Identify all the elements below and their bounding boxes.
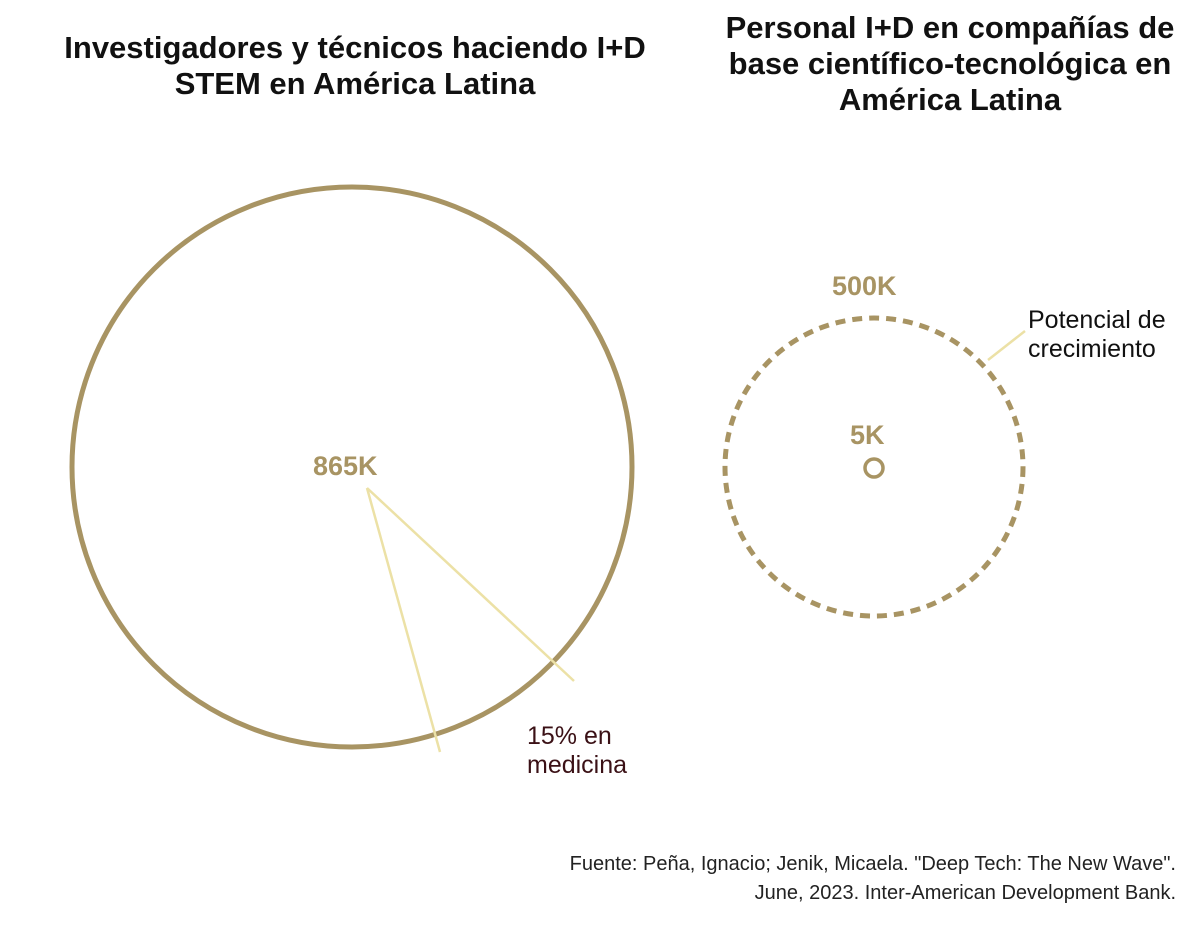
value-label-865k: 865K bbox=[313, 451, 378, 481]
circle-865k bbox=[69, 184, 635, 750]
growth-annotation-line2: crecimiento bbox=[1028, 335, 1156, 363]
medicine-annotation-line1: 15% en bbox=[527, 722, 612, 750]
growth-annotation-line1: Potencial de bbox=[1028, 306, 1166, 334]
value-label-500k: 500K bbox=[832, 271, 897, 301]
growth-potential-annotation: Potencial de crecimiento bbox=[1028, 306, 1166, 364]
chart-title-left: Investigadores y técnicos haciendo I+D S… bbox=[64, 30, 646, 101]
source-line2: June, 2023. Inter-American Development B… bbox=[754, 882, 1176, 904]
source-line1: Fuente: Peña, Ignacio; Jenik, Micaela. "… bbox=[569, 853, 1176, 875]
chart-title-right: Personal I+D en compañías de base cientí… bbox=[725, 10, 1175, 117]
share-pointer-line-b bbox=[366, 487, 575, 682]
medicine-annotation-line2: medicina bbox=[527, 751, 628, 779]
circle-5k bbox=[863, 457, 885, 479]
share-pointer-line-a bbox=[365, 487, 442, 753]
circle-500k-dashed bbox=[722, 315, 1026, 619]
value-label-5k: 5K bbox=[850, 420, 885, 450]
medicine-share-annotation: 15% en medicina bbox=[527, 722, 627, 780]
growth-pointer-line bbox=[987, 330, 1026, 361]
source-note: Fuente: Peña, Ignacio; Jenik, Micaela. "… bbox=[570, 850, 1176, 908]
